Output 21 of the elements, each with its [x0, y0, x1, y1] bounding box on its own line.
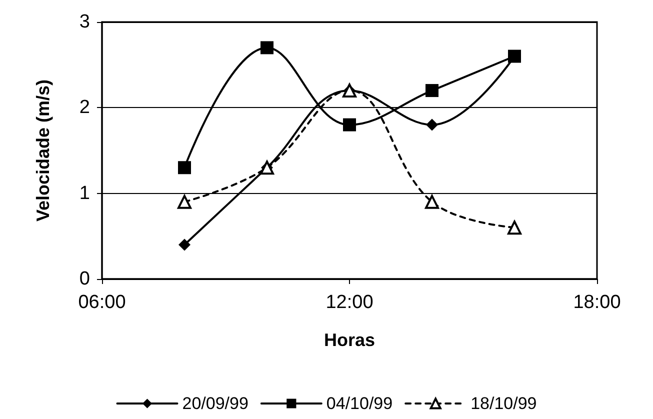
- x-tick-label: 06:00: [78, 292, 126, 313]
- x-axis-title: Horas: [324, 330, 376, 350]
- point: [508, 220, 522, 235]
- legend-label: 04/10/99: [326, 394, 393, 413]
- point: [178, 194, 192, 209]
- x-tick-label: 18:00: [573, 292, 621, 313]
- point: [426, 118, 438, 131]
- y-tick-label: 3: [79, 12, 90, 32]
- point: [260, 41, 274, 54]
- y-tick-label: 1: [79, 182, 90, 204]
- y-tick-label: 2: [79, 97, 90, 118]
- point: [178, 161, 191, 174]
- y-axis-title: Velocidade (m/s): [33, 79, 53, 222]
- legend-label: 20/09/99: [182, 394, 248, 413]
- point: [178, 238, 190, 251]
- legend-label: 18/10/99: [470, 394, 537, 413]
- x-tick-label: 12:00: [326, 292, 374, 313]
- point: [426, 84, 438, 98]
- point: [425, 194, 439, 209]
- point: [343, 118, 356, 132]
- y-tick-label: 0: [79, 268, 90, 290]
